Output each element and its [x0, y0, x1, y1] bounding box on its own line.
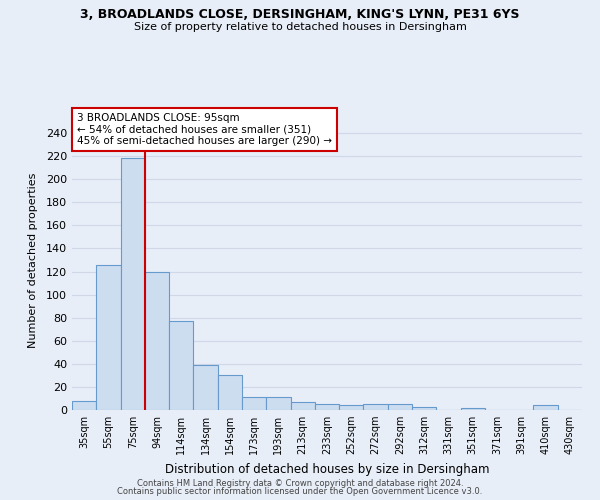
Bar: [412, 406, 436, 410]
Text: Size of property relative to detached houses in Dersingham: Size of property relative to detached ho…: [134, 22, 466, 32]
Text: Contains HM Land Registry data © Crown copyright and database right 2024.: Contains HM Land Registry data © Crown c…: [137, 478, 463, 488]
Bar: [72, 401, 96, 410]
Bar: [388, 404, 412, 410]
X-axis label: Distribution of detached houses by size in Dersingham: Distribution of detached houses by size …: [165, 462, 489, 475]
Bar: [218, 376, 242, 410]
Bar: [461, 408, 485, 410]
Bar: [533, 406, 558, 410]
Bar: [121, 158, 145, 410]
Bar: [169, 321, 193, 410]
Y-axis label: Number of detached properties: Number of detached properties: [28, 172, 38, 348]
Bar: [315, 404, 339, 410]
Bar: [193, 365, 218, 410]
Bar: [242, 398, 266, 410]
Bar: [364, 404, 388, 410]
Text: Contains public sector information licensed under the Open Government Licence v3: Contains public sector information licen…: [118, 487, 482, 496]
Bar: [339, 406, 364, 410]
Text: 3, BROADLANDS CLOSE, DERSINGHAM, KING'S LYNN, PE31 6YS: 3, BROADLANDS CLOSE, DERSINGHAM, KING'S …: [80, 8, 520, 20]
Bar: [266, 398, 290, 410]
Bar: [290, 402, 315, 410]
Text: 3 BROADLANDS CLOSE: 95sqm
← 54% of detached houses are smaller (351)
45% of semi: 3 BROADLANDS CLOSE: 95sqm ← 54% of detac…: [77, 113, 332, 146]
Bar: [145, 272, 169, 410]
Bar: [96, 264, 121, 410]
